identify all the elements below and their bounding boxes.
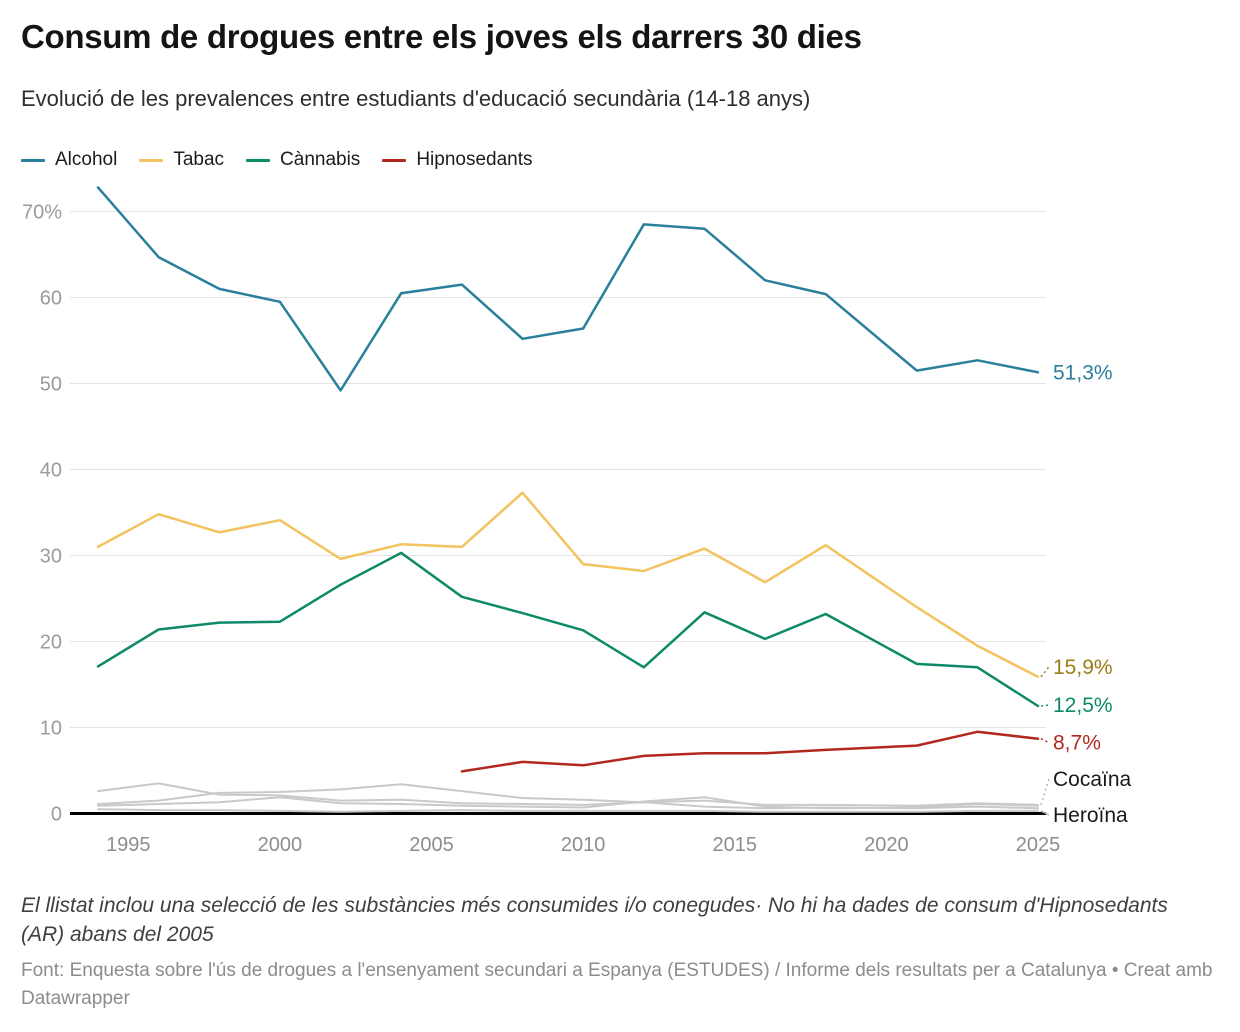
- line-chart: 0 10 20 30 40 50 60 70% 1995 2000 2005 2010 2015 2020…: [22, 186, 1132, 856]
- source-text: Font: Enquesta sobre l'ús de drogues a l…: [21, 960, 1107, 981]
- x-tick-label-2005: 2005: [409, 834, 454, 856]
- end-label-tabac: 15,9%: [1053, 656, 1113, 679]
- end-label-cannabis: 12,5%: [1053, 694, 1113, 717]
- legend-swatch-tabac: [139, 158, 164, 162]
- series-line-alcohol: [96, 186, 1040, 392]
- legend-swatch-alcohol: [21, 158, 45, 162]
- legend-label-hipnosedants: Hipnosedants: [416, 149, 533, 170]
- end-label-leader-cocaina: [1040, 778, 1050, 806]
- series-line-altres-1: [97, 782, 1039, 810]
- legend-swatch-hipnosedants: [382, 158, 407, 162]
- end-label-cocaina: Cocaïna: [1053, 768, 1132, 791]
- y-tick-label-10: 10: [40, 718, 62, 740]
- series-line-heroina: [97, 808, 1039, 813]
- x-tick-label-2015: 2015: [713, 834, 758, 856]
- y-tick-label-0: 0: [51, 804, 62, 826]
- x-tick-label-2020: 2020: [864, 834, 909, 856]
- chart-legend: Alcohol Tabac Cànnabis Hipnosedants: [21, 149, 533, 171]
- chart-subtitle: Evolució de les prevalences entre estudi…: [21, 86, 811, 111]
- chart-footnote: El llistat inclou una selecció de les su…: [21, 894, 1168, 947]
- source-separator: •: [1106, 960, 1124, 981]
- end-label-leader-tabac: [1040, 666, 1050, 678]
- legend-label-cannabis: Cànnabis: [280, 149, 361, 170]
- end-label-heroina: Heroïna: [1053, 804, 1128, 827]
- y-tick-label-20: 20: [40, 632, 62, 654]
- end-label-hipnosedants: 8,7%: [1053, 732, 1101, 755]
- y-tick-label-60: 60: [40, 288, 62, 310]
- x-tick-label-1995: 1995: [106, 834, 151, 856]
- legend-label-alcohol: Alcohol: [55, 149, 118, 170]
- chart-source: Font: Enquesta sobre l'ús de drogues a l…: [21, 957, 1226, 1012]
- end-label-leader-cannabis: [1040, 704, 1050, 707]
- legend-item-alcohol: Alcohol: [21, 149, 117, 171]
- series-line-cocaina: [97, 783, 1039, 807]
- datawrapper-attribution: Creat amb Datawrapper: [21, 960, 1213, 1009]
- legend-item-tabac: Tabac: [139, 149, 224, 171]
- x-tick-label-2025: 2025: [1016, 834, 1061, 856]
- legend-item-hipnosedants: Hipnosedants: [382, 149, 533, 171]
- y-tick-label-70: 70%: [22, 202, 62, 224]
- end-label-alcohol: 51,3%: [1053, 361, 1113, 384]
- series-line-tabac: [96, 491, 1040, 679]
- y-tick-label-50: 50: [40, 374, 62, 396]
- chart-title: Consum de drogues entre els joves els da…: [21, 18, 862, 55]
- series-line-hipnosedants: [460, 730, 1040, 773]
- legend-label-tabac: Tabac: [173, 149, 225, 170]
- y-tick-label-40: 40: [40, 460, 62, 482]
- x-tick-label-2000: 2000: [258, 834, 303, 856]
- series-line-cannabis: [96, 551, 1040, 708]
- legend-swatch-cannabis: [246, 158, 271, 162]
- x-tick-label-2010: 2010: [561, 834, 606, 856]
- end-label-leader-heroina: [1040, 810, 1050, 816]
- y-tick-label-30: 30: [40, 546, 62, 568]
- end-label-leader-hipnosedants: [1040, 738, 1050, 744]
- legend-item-cannabis: Cànnabis: [246, 149, 360, 171]
- series-line-altres-2: [97, 796, 1039, 810]
